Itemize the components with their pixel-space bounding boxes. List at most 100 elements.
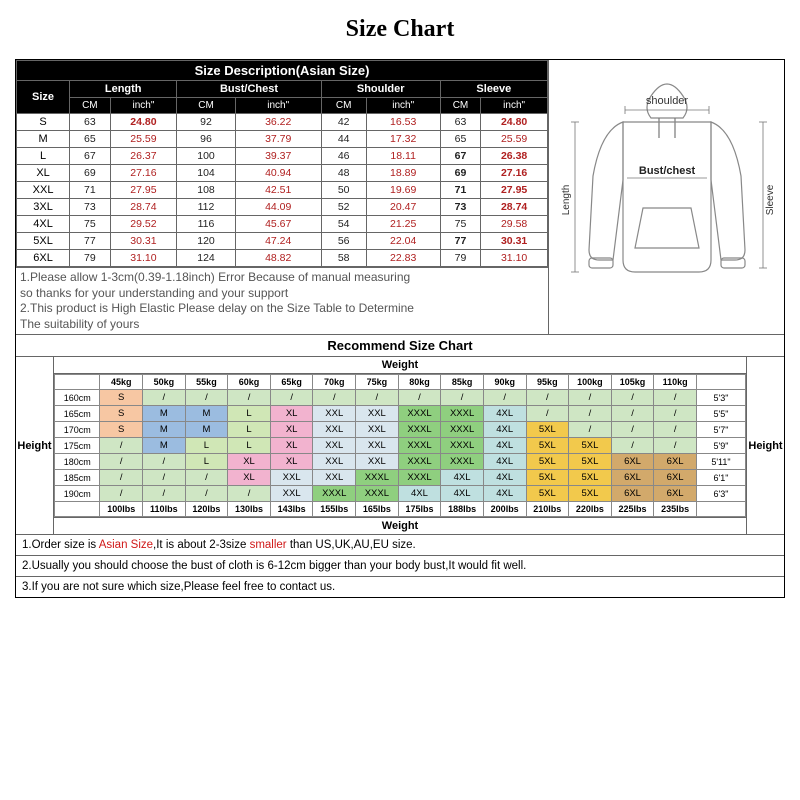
rec-size-cell: 5XL [569,470,612,486]
rec-size-cell: XXXL [441,422,484,438]
rec-size-cell: / [143,470,186,486]
rec-size-cell: / [569,390,612,406]
size-cell: S [17,114,70,131]
rec-size-cell: XXXL [441,454,484,470]
rec-size-cell: XL [228,454,271,470]
size-cell: 4XL [17,216,70,233]
table-header: Size Description(Asian Size) [17,61,548,81]
measure-cell: 46 [321,148,366,165]
rec-size-cell: / [526,406,569,422]
measure-cell: 39.37 [235,148,321,165]
measure-cell: 96 [177,131,235,148]
size-cell: XL [17,165,70,182]
rec-size-cell: XXL [313,422,356,438]
measure-cell: 69 [70,165,111,182]
measure-cell: 56 [321,233,366,250]
rec-size-cell: / [654,438,697,454]
weight-col: 95kg [526,375,569,390]
rec-size-cell: L [228,438,271,454]
rec-size-cell: / [526,390,569,406]
rec-size-cell: XXXL [398,470,441,486]
weight-col: 90kg [483,375,526,390]
weight-lbs-col: 120lbs [185,502,228,517]
measure-cell: 21.25 [366,216,440,233]
measure-cell: 22.04 [366,233,440,250]
rec-size-cell: S [100,406,143,422]
height-ft-cell: 5'5" [696,406,745,422]
col-shoulder: Shoulder [321,81,440,98]
rec-size-cell: XL [270,422,313,438]
measure-cell: 44.09 [235,199,321,216]
measurement-notes: 1.Please allow 1-3cm(0.39-1.18inch) Erro… [16,267,548,334]
unit-header: inch" [235,98,321,114]
measure-cell: 92 [177,114,235,131]
weight-col: 45kg [100,375,143,390]
weight-label-top: Weight [54,357,746,374]
measure-cell: 112 [177,199,235,216]
measure-cell: 27.16 [481,165,548,182]
rec-size-cell: L [185,454,228,470]
page-title: Size Chart [15,16,785,43]
rec-size-cell: L [228,406,271,422]
rec-size-cell: / [611,390,654,406]
rec-size-cell: 4XL [483,454,526,470]
rec-size-cell: / [398,390,441,406]
weight-lbs-col: 110lbs [143,502,186,517]
rec-size-cell: XXL [313,406,356,422]
measure-cell: 63 [440,114,481,131]
recommend-table: 45kg50kg55kg60kg65kg70kg75kg80kg85kg90kg… [54,374,746,517]
rec-size-cell: / [569,422,612,438]
height-cell: 165cm [55,406,100,422]
rec-size-cell: XXL [313,470,356,486]
rec-size-cell: / [654,422,697,438]
rec-size-cell: 5XL [526,470,569,486]
size-cell: L [17,148,70,165]
rec-size-cell: 5XL [569,454,612,470]
measure-cell: 25.59 [110,131,177,148]
rec-size-cell: XXXL [398,406,441,422]
weight-lbs-col: 100lbs [100,502,143,517]
rec-size-cell: / [270,390,313,406]
hoodie-diagram: shoulder Bust/chest Length Sleeve [548,60,784,334]
height-label-left: Height [16,357,54,534]
ordering-notes: 1.Order size is Asian Size,It is about 2… [16,534,784,597]
height-cell: 185cm [55,470,100,486]
measure-cell: 30.31 [481,233,548,250]
rec-size-cell: / [143,486,186,502]
measure-cell: 50 [321,182,366,199]
rec-size-cell: XXL [356,454,399,470]
weight-label-bottom: Weight [54,517,746,534]
height-ft-cell: 6'3" [696,486,745,502]
weight-col: 70kg [313,375,356,390]
measure-cell: 28.74 [481,199,548,216]
measure-cell: 73 [70,199,111,216]
measure-cell: 19.69 [366,182,440,199]
size-cell: 6XL [17,250,70,267]
measure-cell: 20.47 [366,199,440,216]
rec-size-cell: / [611,422,654,438]
measure-cell: 71 [440,182,481,199]
rec-size-cell: XL [228,470,271,486]
measure-cell: 79 [440,250,481,267]
weight-lbs-col: 188lbs [441,502,484,517]
measure-cell: 124 [177,250,235,267]
size-cell: 3XL [17,199,70,216]
rec-size-cell: / [569,406,612,422]
weight-col: 100kg [569,375,612,390]
rec-size-cell: XXXL [356,470,399,486]
unit-header: inch" [110,98,177,114]
col-size: Size [17,81,70,114]
measure-cell: 67 [70,148,111,165]
measure-cell: 24.80 [481,114,548,131]
rec-size-cell: XXXL [313,486,356,502]
weight-lbs-col: 220lbs [569,502,612,517]
unit-header: inch" [366,98,440,114]
rec-size-cell: L [228,422,271,438]
rec-size-cell: XXL [270,486,313,502]
rec-size-cell: M [143,438,186,454]
rec-size-cell: / [611,406,654,422]
measure-cell: 108 [177,182,235,199]
note-3: 3.If you are not sure which size,Please … [16,576,784,597]
rec-size-cell: / [100,486,143,502]
weight-lbs-col: 200lbs [483,502,526,517]
